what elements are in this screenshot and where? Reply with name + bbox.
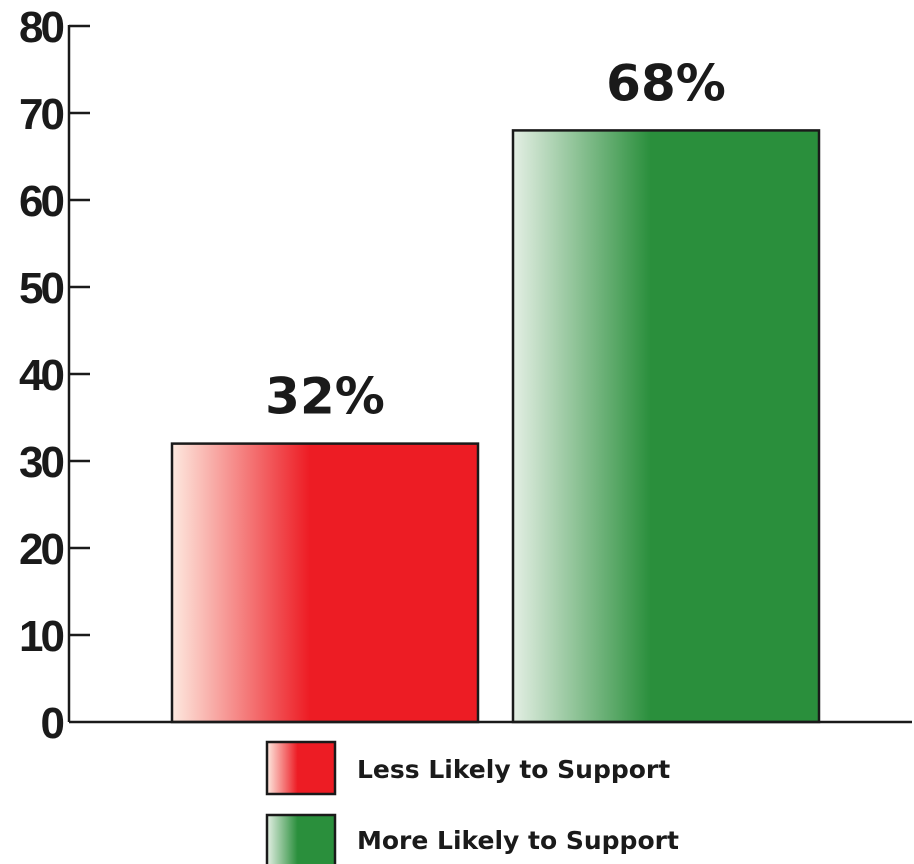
y-tick-label: 50 (19, 264, 63, 313)
data-label-bar-2: 68% (606, 54, 726, 112)
y-tick-label: 60 (19, 177, 63, 226)
y-tick-label: 70 (19, 90, 63, 139)
bars-group (170, 129, 821, 724)
data-labels-group: 32% 68% (265, 54, 726, 425)
y-tick-label: 30 (19, 438, 63, 487)
bar-2 (511, 129, 821, 724)
y-tick-label: 20 (19, 525, 63, 574)
legend-label-2: More Likely to Support (357, 826, 679, 855)
bar-1 (170, 442, 480, 724)
y-tick-label: 10 (19, 612, 63, 661)
legend-label-1: Less Likely to Support (357, 755, 670, 784)
y-axis: 0 10 20 30 40 50 60 70 80 (19, 3, 912, 748)
legend-swatch-2 (265, 813, 337, 864)
legend-swatch-1 (265, 740, 337, 796)
legend: Less Likely to Support More Likely to Sup… (265, 740, 679, 864)
y-tick-label: 80 (19, 3, 63, 52)
y-tick-label: 0 (41, 699, 64, 748)
y-tick-label: 40 (19, 351, 63, 400)
data-label-bar-1: 32% (265, 368, 385, 426)
